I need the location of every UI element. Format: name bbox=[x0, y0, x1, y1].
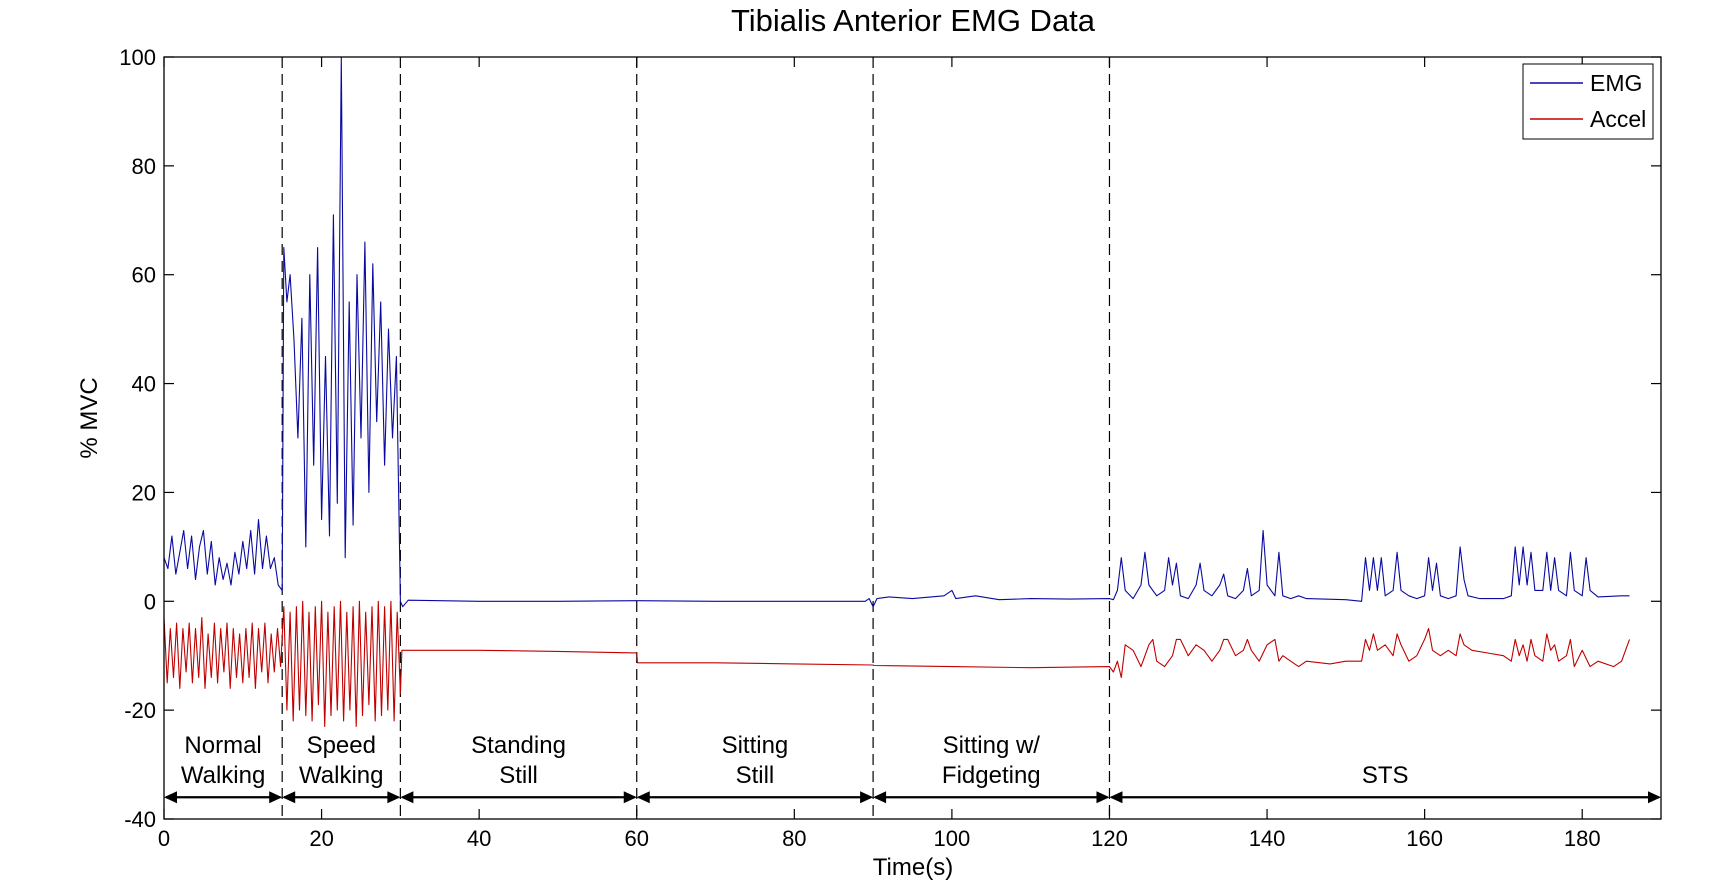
series-line-emg bbox=[163, 56, 1630, 608]
phase-label: Sitting bbox=[722, 732, 789, 759]
phase-boundaries bbox=[281, 57, 1111, 819]
x-tick-label: 60 bbox=[624, 826, 648, 851]
phase-label: Walking bbox=[181, 762, 265, 789]
x-axis-label: Time(s) bbox=[873, 854, 953, 881]
phase-annotations: Normal Walking Speed Walking Standing Still Si… bbox=[164, 732, 1661, 804]
phase-label: Fidgeting bbox=[942, 762, 1041, 789]
legend-label-emg: EMG bbox=[1590, 70, 1642, 96]
arrowhead-left bbox=[400, 791, 414, 804]
x-tick-label: 100 bbox=[934, 826, 971, 851]
plot-frame bbox=[163, 56, 1662, 820]
phase-label: Standing bbox=[471, 732, 566, 759]
y-axis-label: % MVC bbox=[76, 377, 103, 458]
y-tick-label: 60 bbox=[132, 263, 156, 288]
phase-label: STS bbox=[1362, 762, 1409, 789]
legend: EMG Accel bbox=[1522, 63, 1654, 140]
arrowhead-right bbox=[1648, 791, 1661, 804]
arrowhead-left bbox=[636, 791, 650, 804]
legend-box bbox=[1522, 63, 1654, 140]
arrowhead-left bbox=[164, 791, 177, 804]
phase-label: Sitting w/ bbox=[943, 732, 1041, 759]
y-tick-label: -40 bbox=[124, 807, 156, 832]
legend-label-accel: Accel bbox=[1590, 106, 1646, 132]
x-tick-label: 120 bbox=[1091, 826, 1128, 851]
arrowhead-right bbox=[623, 791, 637, 804]
chart-title: Tibialis Anterior EMG Data bbox=[731, 3, 1096, 38]
phase-label: Still bbox=[499, 762, 538, 789]
phase-label: Walking bbox=[299, 762, 383, 789]
arrowhead-left bbox=[282, 791, 296, 804]
axis-ticks: 0 20 40 60 80 100 120 140 160 180 -40 -20 0 20 40 60 80 1… bbox=[119, 45, 1661, 851]
y-tick-label: 80 bbox=[132, 154, 156, 179]
y-tick-label: 20 bbox=[132, 480, 156, 505]
phase-label: Still bbox=[736, 762, 775, 789]
x-tick-label: 20 bbox=[309, 826, 333, 851]
y-tick-label: -20 bbox=[124, 698, 156, 723]
arrowhead-left bbox=[1109, 791, 1123, 804]
x-tick-label: 80 bbox=[782, 826, 806, 851]
y-tick-label: 0 bbox=[144, 589, 156, 614]
arrowhead-right bbox=[387, 791, 401, 804]
x-tick-label: 0 bbox=[158, 826, 170, 851]
series-layer bbox=[163, 56, 1631, 728]
series-line-accel bbox=[163, 600, 1631, 728]
x-tick-label: 140 bbox=[1249, 826, 1286, 851]
arrowhead-right bbox=[1096, 791, 1110, 804]
arrowhead-left bbox=[873, 791, 887, 804]
x-tick-label: 180 bbox=[1564, 826, 1601, 851]
phase-label: Speed bbox=[307, 732, 376, 759]
y-tick-label: 40 bbox=[132, 372, 156, 397]
phase-label: Normal bbox=[184, 732, 261, 759]
x-tick-label: 160 bbox=[1406, 826, 1443, 851]
arrowhead-right bbox=[269, 791, 283, 804]
y-tick-label: 100 bbox=[119, 45, 156, 70]
x-tick-label: 40 bbox=[467, 826, 491, 851]
arrowhead-right bbox=[860, 791, 874, 804]
